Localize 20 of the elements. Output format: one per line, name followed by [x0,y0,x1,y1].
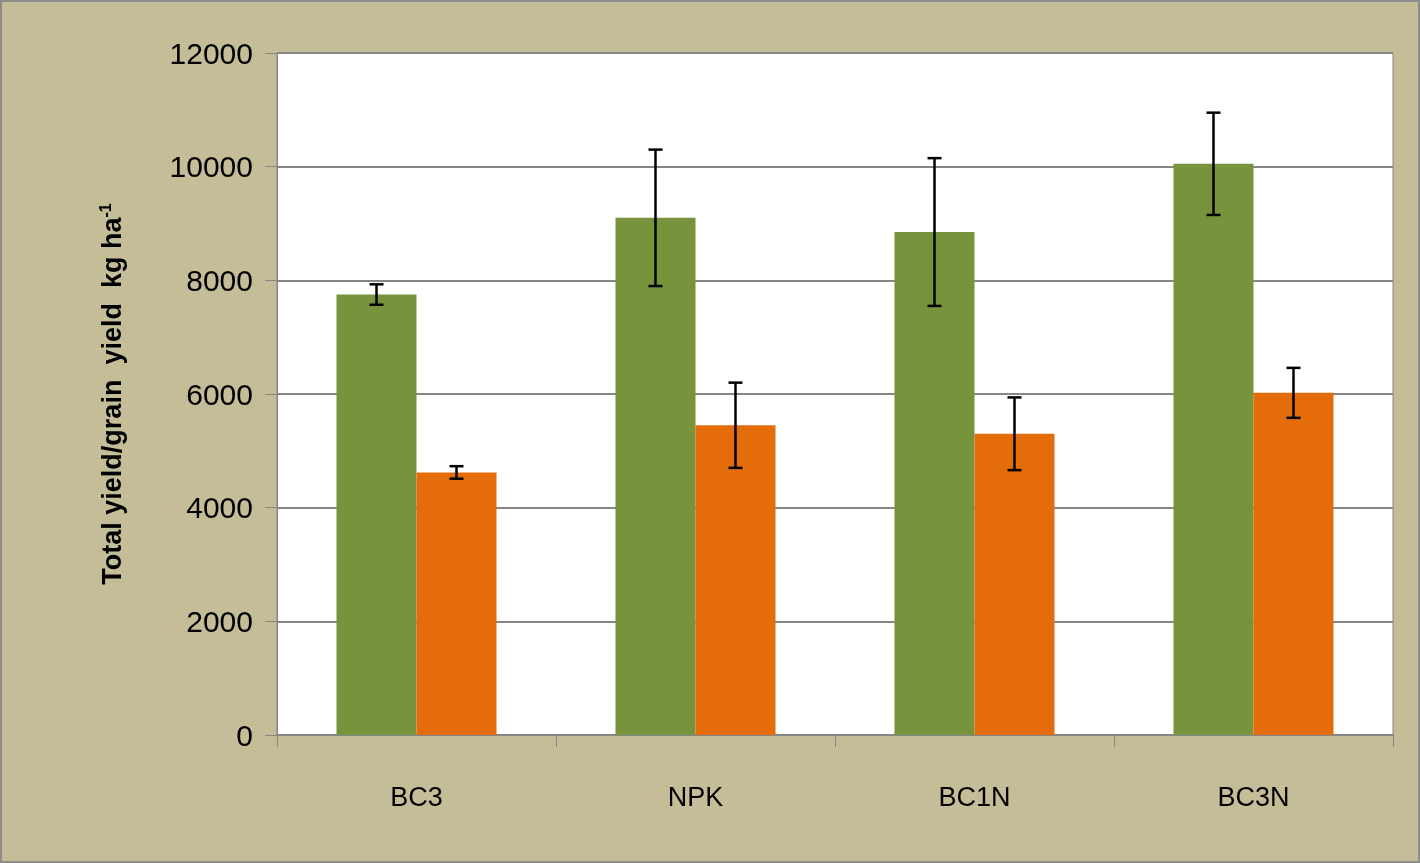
bar [615,217,696,735]
bar [974,433,1055,735]
x-tick-label: BC1N [938,781,1011,812]
y-tick-label: 4000 [186,491,253,525]
bar [1173,163,1254,735]
x-tick-label: BC3 [390,781,443,812]
bar [695,425,776,735]
y-axis-title: Total yield/grain yield kg ha-1 [96,203,127,585]
x-tick-label: BC3N [1217,781,1290,812]
bar [416,472,497,735]
bar [1253,392,1334,735]
y-tick-label: 2000 [186,604,253,638]
y-tick-label: 12000 [169,36,253,70]
x-tick-label: NPK [667,781,724,812]
y-tick-label: 10000 [169,150,253,184]
bar [336,294,417,735]
y-tick-label: 6000 [186,377,253,411]
y-tick-label: 0 [236,718,253,752]
bar [894,232,975,735]
y-tick-label: 8000 [186,263,253,297]
